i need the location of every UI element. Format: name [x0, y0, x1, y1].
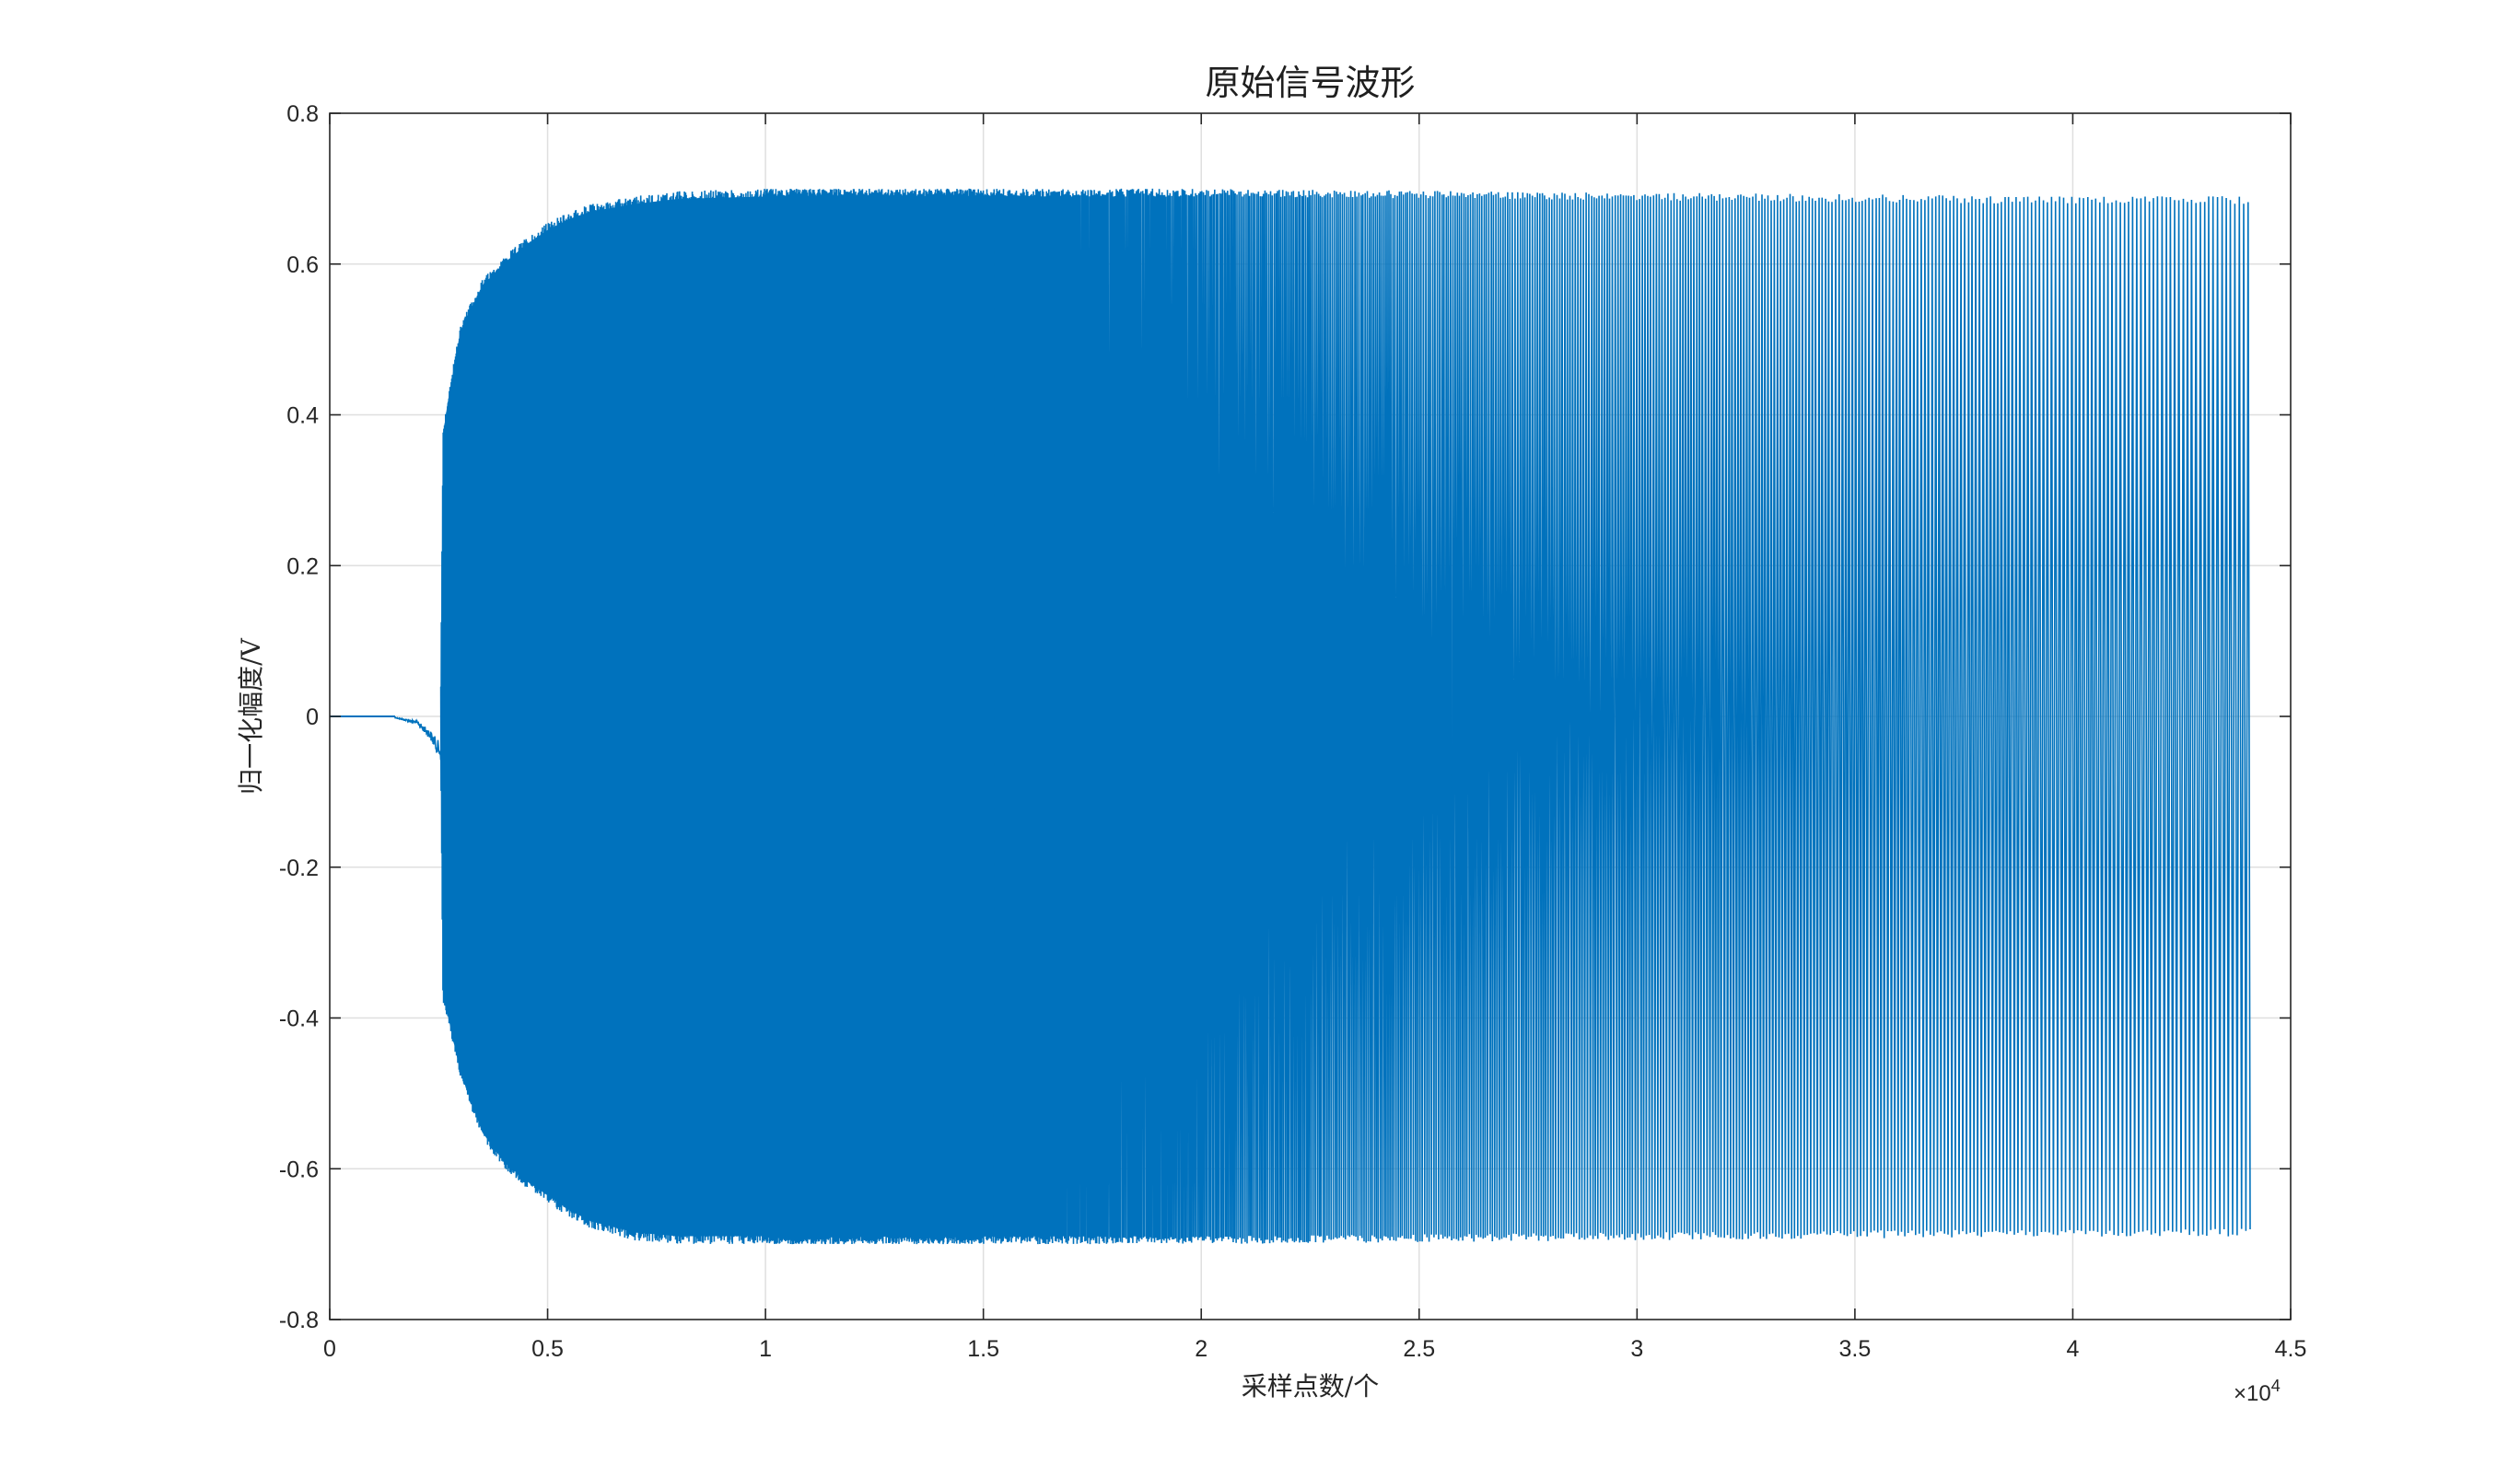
x-tick-label: 4.5 [2275, 1336, 2307, 1362]
y-tick-label: 0.6 [286, 252, 319, 278]
x-tick-label: 0.5 [531, 1336, 564, 1362]
x-tick-label: 1.5 [967, 1336, 999, 1362]
chart-title: 原始信号波形 [1205, 63, 1415, 103]
x-axis-exponent-base: ×10 [2234, 1381, 2271, 1406]
y-tick-label: -0.2 [279, 855, 319, 881]
y-tick-label: 0 [306, 704, 319, 730]
x-tick-label: 4 [2066, 1336, 2079, 1362]
x-axis-exponent: ×104 [2234, 1377, 2281, 1406]
x-tick-label: 2 [1195, 1336, 1208, 1362]
x-axis-exponent-power: 4 [2271, 1377, 2281, 1395]
x-tick-label: 2.5 [1403, 1336, 1435, 1362]
waveform-series [330, 188, 2251, 1245]
y-axis-label: 归一化幅度/V [236, 637, 266, 794]
x-tick-label: 1 [759, 1336, 772, 1362]
x-tick-label: 3 [1630, 1336, 1643, 1362]
x-tick-label: 0 [323, 1336, 336, 1362]
x-axis-label: 采样点数/个 [1242, 1371, 1379, 1401]
waveform-segment [805, 188, 996, 1245]
y-tick-label: 0.4 [286, 403, 319, 429]
y-tick-labels: -0.8 -0.6 -0.4 -0.2 0 0.2 0.4 0.6 0.8 [279, 101, 319, 1333]
y-tick-label: -0.6 [279, 1157, 319, 1182]
waveform-preonset [394, 716, 442, 761]
y-tick-label: -0.4 [279, 1006, 319, 1032]
x-tick-label: 3.5 [1839, 1336, 1872, 1362]
y-tick-label: 0.8 [286, 101, 319, 127]
tick-marks [329, 112, 2292, 1320]
waveform-dense-band [443, 196, 896, 1237]
waveform-segment [1451, 192, 2251, 1242]
x-tick-labels: 0 0.5 1 1.5 2 2.5 3 3.5 4 4.5 [323, 1336, 2306, 1362]
waveform-segment [993, 188, 1452, 1245]
y-tick-label: -0.8 [279, 1308, 319, 1333]
y-tick-label: 0.2 [286, 553, 319, 579]
